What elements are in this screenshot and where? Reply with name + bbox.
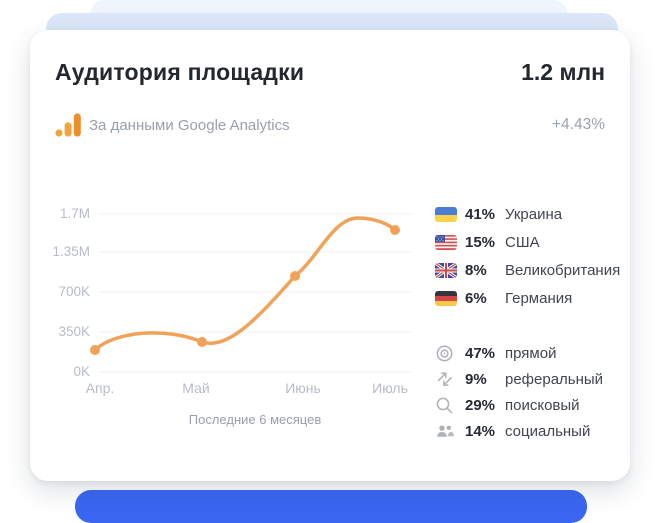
source-row: 29% поисковый [435,392,630,418]
x-axis-label: Июль [372,380,408,396]
country-name: Великобритания [505,261,621,279]
countries-list: 41% Украина [435,200,630,312]
country-percent: 15% [465,233,496,251]
audience-total: 1.2 млн [521,59,605,85]
y-axis-label: 1.35M [52,244,90,259]
gridlines [98,213,412,373]
x-axis-label: Июнь [285,380,321,396]
flag-uk-icon [435,262,457,278]
country-percent: 6% [465,289,487,307]
google-analytics-icon [55,113,81,137]
chart-caption: Последние 6 месяцев [188,412,322,427]
data-source-label: За данными Google Analytics [89,116,290,134]
y-axis-label: 350K [58,324,90,339]
country-row: 15% США [435,228,630,256]
source-name: реферальный [505,370,604,388]
x-axis-label: Апр. [85,380,115,396]
data-point-may [197,337,207,347]
source-row: 14% социальный [435,418,630,444]
source-name: социальный [505,422,591,440]
source-percent: 47% [465,344,496,362]
country-name: Германия [505,289,573,307]
country-name: Украина [505,205,563,223]
card-title: Аудитория площадки [55,59,305,85]
country-name: США [505,233,540,251]
source-percent: 29% [465,396,496,414]
referral-arrows-icon [435,369,457,389]
source-name: прямой [505,344,557,362]
social-users-icon [435,421,457,441]
source-percent: 14% [465,422,496,440]
x-axis-label: Май [182,380,210,396]
data-point-jul [390,225,400,235]
audience-card: Аудитория площадки 1.2 млн За данными Go… [30,30,630,481]
source-name: поисковый [505,396,580,414]
source-row: 9% реферальный [435,366,630,392]
traffic-sources-list: 47% прямой 9% реферальный [435,340,630,444]
source-row: 47% прямой [435,340,630,366]
flag-ukraine-icon [435,206,457,222]
audience-trend-line [93,216,397,352]
y-axis-label: 700K [58,284,90,299]
growth-percent: +4.43% [551,116,605,133]
country-row: 8% Великобритания [435,256,630,284]
chart-plot-area [90,213,412,373]
audience-chart: 1.7M 1.35M 700K 350K 0K Апр. М [50,200,430,435]
search-icon [435,395,457,415]
flag-germany-icon [435,290,457,306]
country-row: 41% Украина [435,200,630,228]
country-percent: 8% [465,261,487,279]
country-percent: 41% [465,205,496,223]
data-source-row: За данными Google Analytics [55,112,290,138]
decor-bottom-bar [75,490,587,523]
y-axis-label: 0K [73,364,90,379]
y-axis-label: 1.7M [59,206,90,221]
source-percent: 9% [465,370,487,388]
data-point-jun [290,271,300,281]
country-row: 6% Германия [435,284,630,312]
data-point-apr [90,345,100,355]
flag-usa-icon [435,234,457,250]
target-icon [435,343,457,363]
